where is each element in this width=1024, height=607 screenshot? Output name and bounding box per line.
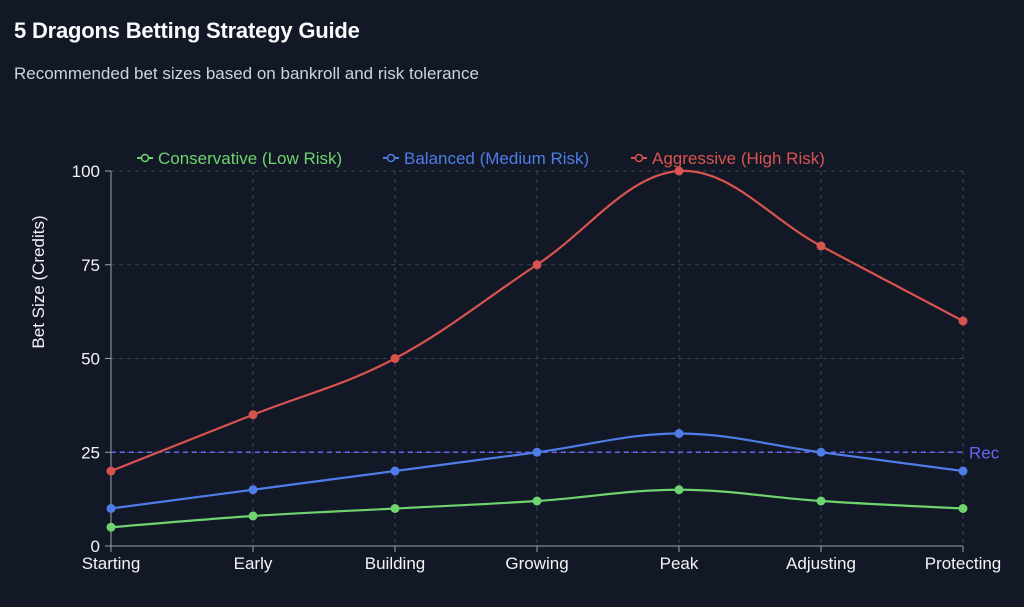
y-tick-label: 75 <box>81 256 100 275</box>
data-point <box>674 429 684 438</box>
axes: 0 25 50 75 100 Starting Early Building Growing Pe… <box>72 162 1002 573</box>
x-tick-label: Protecting <box>925 554 1002 573</box>
grid-lines <box>111 170 964 546</box>
data-point <box>532 260 542 270</box>
x-tick-label: Starting <box>82 554 141 573</box>
data-point <box>958 504 968 513</box>
data-point <box>958 466 968 476</box>
data-point <box>532 447 542 457</box>
series-0 <box>106 485 968 532</box>
data-point <box>390 466 400 476</box>
legend-label: Balanced (Medium Risk) <box>404 149 589 168</box>
legend[interactable]: Conservative (Low Risk) Balanced (Medium … <box>137 149 825 168</box>
y-axis-title: Bet Size (Credits) <box>29 215 48 348</box>
legend-swatch-marker <box>634 153 644 163</box>
data-point <box>674 485 684 495</box>
legend-swatch-marker <box>140 153 150 163</box>
data-point <box>248 410 258 420</box>
series-lines <box>106 166 968 532</box>
legend-label: Aggressive (High Risk) <box>652 149 825 168</box>
reference-line-label: Rec <box>969 443 1000 462</box>
data-point <box>248 485 258 495</box>
page-subtitle: Recommended bet sizes based on bankroll … <box>14 64 479 83</box>
data-point <box>674 166 684 176</box>
data-point <box>532 496 542 506</box>
series-2 <box>106 166 968 476</box>
data-point <box>106 466 116 476</box>
legend-item[interactable]: Aggressive (High Risk) <box>631 149 825 168</box>
data-point <box>390 354 400 363</box>
data-point <box>248 511 258 521</box>
page-title: 5 Dragons Betting Strategy Guide <box>14 18 360 43</box>
x-tick-label: Early <box>234 554 273 573</box>
data-point <box>958 316 968 326</box>
y-tick-label: 100 <box>72 162 100 181</box>
series-1 <box>106 429 968 513</box>
data-point <box>816 241 826 251</box>
y-tick-label: 0 <box>91 537 100 556</box>
series-line <box>110 169 964 473</box>
x-tick-label: Adjusting <box>786 554 856 573</box>
legend-label: Conservative (Low Risk) <box>158 149 342 168</box>
y-tick-label: 50 <box>81 350 100 369</box>
legend-swatch-marker <box>386 153 396 163</box>
y-tick-label: 25 <box>81 443 100 462</box>
data-point <box>816 496 826 506</box>
data-point <box>106 504 116 513</box>
legend-item[interactable]: Conservative (Low Risk) <box>137 149 342 168</box>
data-point <box>390 504 400 513</box>
data-point <box>816 447 826 457</box>
x-tick-label: Growing <box>505 554 568 573</box>
legend-item[interactable]: Balanced (Medium Risk) <box>383 149 589 168</box>
x-tick-label: Building <box>365 554 426 573</box>
x-tick-label: Peak <box>660 554 699 573</box>
data-point <box>106 522 116 532</box>
